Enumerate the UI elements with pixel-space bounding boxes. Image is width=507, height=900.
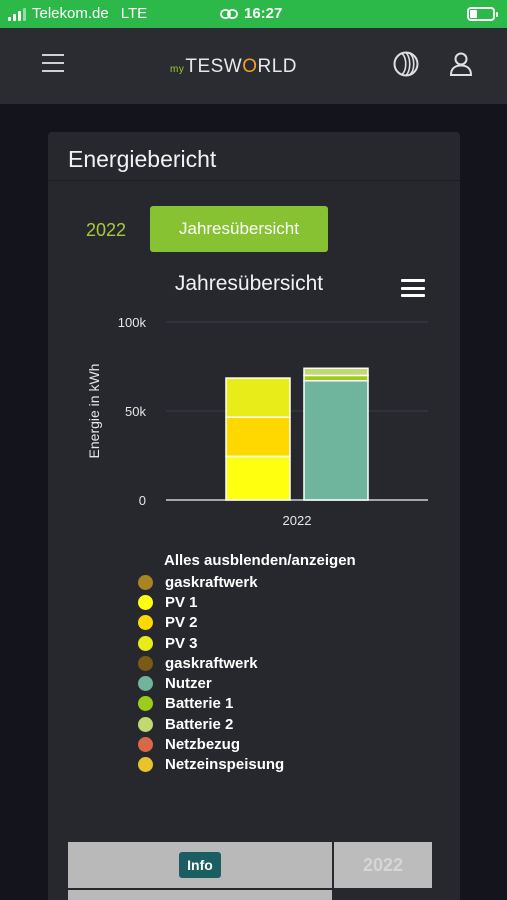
legend-label: PV 3 [165, 634, 198, 652]
chart-title: Jahresübersicht [174, 272, 324, 295]
y-axis-label: Energie in kWh [86, 364, 102, 459]
legend-marker [138, 635, 153, 651]
year-cell: 2022 [334, 842, 432, 888]
legend-item[interactable]: Batterie 2 [136, 714, 356, 734]
legend-label: Nutzer [165, 675, 212, 693]
carrier-name: Telekom.de [32, 5, 109, 22]
legend-item[interactable]: PV 1 [136, 592, 356, 612]
legend-item[interactable]: Netzbezug [136, 734, 356, 754]
legend-label: Netzbezug [165, 736, 240, 754]
bar-segment-pv-3 [225, 377, 291, 418]
energy-chart: 0 50k 100k Energie in kWh 2022 [86, 315, 428, 528]
globe-icon[interactable] [392, 50, 420, 78]
card-divider [48, 180, 460, 181]
bar-segment-nutzer [303, 379, 369, 501]
battery-icon [467, 7, 498, 21]
legend-toggle-all[interactable]: Alles ausblenden/anzeigen [164, 552, 356, 569]
info-cell: Info [68, 842, 332, 888]
legend-label: Batterie 2 [165, 715, 234, 733]
x-tick-label: 2022 [283, 513, 312, 528]
legend-item[interactable]: PV 2 [136, 613, 356, 633]
y-tick-label: 100k [118, 315, 147, 330]
bar-segment-batterie-2 [303, 367, 369, 377]
hamburger-menu-icon[interactable] [42, 54, 64, 72]
legend-marker [138, 737, 153, 753]
legend-item[interactable]: PV 3 [136, 633, 356, 653]
user-icon[interactable] [447, 50, 475, 78]
legend-marker [138, 615, 153, 631]
legend-marker [138, 655, 153, 671]
legend-label: Netzeinspeisung [165, 756, 285, 774]
legend-item[interactable]: gaskraftwerk [136, 572, 356, 592]
legend-label: PV 2 [165, 614, 198, 632]
bar-segment-pv-2 [225, 416, 291, 458]
legend-item[interactable]: Batterie 1 [136, 694, 356, 714]
status-time-group: 16:27 [220, 5, 282, 22]
y-tick-label: 50k [125, 404, 146, 419]
bar-segment-batterie-1 [303, 374, 369, 382]
app-logo: myTESWORLD [170, 56, 298, 77]
legend-marker [138, 574, 153, 590]
year-label[interactable]: 2022 [86, 220, 127, 240]
legend-marker [138, 696, 153, 712]
app-header: myTESWORLD [0, 28, 507, 104]
status-time: 16:27 [244, 5, 283, 22]
legend-marker [138, 757, 153, 773]
chart-menu-icon[interactable] [401, 279, 425, 297]
link-icon [220, 8, 238, 19]
status-bar: Telekom.de LTE 16:27 [0, 0, 507, 28]
annual-overview-button[interactable]: Jahresübersicht [150, 206, 328, 252]
chart-legend: Alles ausblenden/anzeigen gaskraftwerk PV… [136, 552, 356, 775]
table-row-gap [334, 890, 432, 900]
bar-segment-pv-1 [225, 455, 291, 501]
legend-item[interactable]: Nutzer [136, 673, 356, 693]
card-title: Energiebericht [68, 146, 217, 172]
legend-item[interactable]: Netzeinspeisung [136, 755, 356, 775]
legend-label: gaskraftwerk [165, 573, 258, 591]
info-button[interactable]: Info [179, 852, 221, 878]
table-row [68, 890, 332, 900]
legend-label: PV 1 [165, 593, 198, 611]
y-tick-label: 0 [139, 493, 146, 508]
energy-report-card: Energiebericht 2022 Jahresübersicht Jahr… [48, 132, 460, 900]
legend-label: Batterie 1 [165, 695, 234, 713]
carrier-info: Telekom.de LTE [8, 5, 147, 22]
legend-marker [138, 676, 153, 692]
legend-item[interactable]: gaskraftwerk [136, 653, 356, 673]
legend-label: gaskraftwerk [165, 654, 258, 672]
signal-icon [8, 7, 26, 21]
network-type: LTE [120, 5, 148, 22]
legend-marker [138, 716, 153, 732]
legend-marker [138, 594, 153, 610]
